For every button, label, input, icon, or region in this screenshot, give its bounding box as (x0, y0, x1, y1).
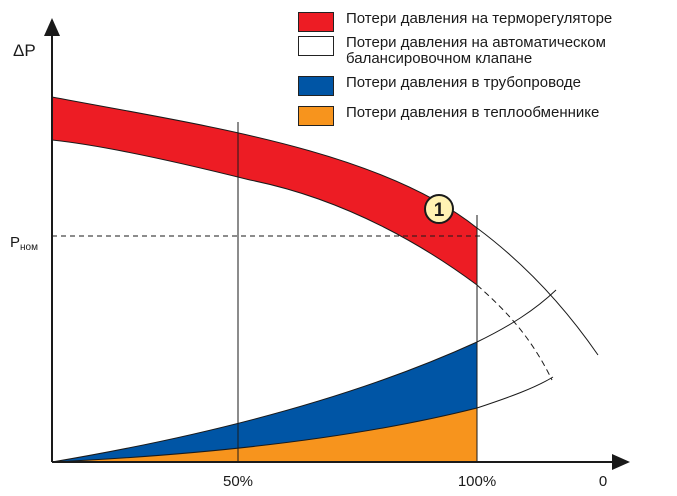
x-tick-0: 0 (599, 473, 607, 490)
y-axis-label: ΔP (13, 41, 36, 60)
legend-label-heat-exchanger: Потери давления в теплообменнике (346, 104, 600, 121)
thermoregulator-loss-area (51, 96, 478, 286)
heat-exchanger-curve (51, 376, 554, 463)
legend: Потери давления на терморегуляторе Потер… (298, 10, 668, 128)
pipeline-loss-area (52, 342, 477, 462)
legend-label-balancing-valve-line2: балансировочном клапане (346, 50, 533, 67)
operating-point-marker (424, 194, 454, 224)
nominal-pressure-label: Pном (10, 234, 38, 253)
legend-swatch-white (298, 36, 334, 56)
x-tick-100: 100% (458, 473, 496, 490)
pipeline-curve (51, 289, 557, 463)
legend-item-balancing-valve: Потери давления на автоматическом баланс… (298, 34, 668, 74)
legend-label-thermoregulator: Потери давления на терморегуляторе (346, 10, 613, 27)
pump-curve-solid (476, 227, 599, 356)
pump-curve-dashed (476, 284, 553, 381)
legend-label-balancing-valve-line1: Потери давления на автоматическом (346, 34, 606, 51)
legend-swatch-red (298, 12, 334, 32)
legend-label-balancing-valve: Потери давления на автоматическом баланс… (346, 35, 606, 67)
legend-swatch-orange (298, 106, 334, 126)
legend-item-pipeline: Потери давления в трубопроводе (298, 74, 668, 98)
legend-item-heat-exchanger: Потери давления в теплообменнике (298, 104, 668, 128)
legend-swatch-blue (298, 76, 334, 96)
legend-item-thermoregulator: Потери давления на терморегуляторе (298, 10, 668, 34)
legend-label-pipeline: Потери давления в трубопроводе (346, 74, 581, 91)
heat-exchanger-loss-area (52, 408, 477, 462)
operating-point-label: 1 (434, 200, 445, 221)
x-tick-50: 50% (223, 473, 253, 490)
